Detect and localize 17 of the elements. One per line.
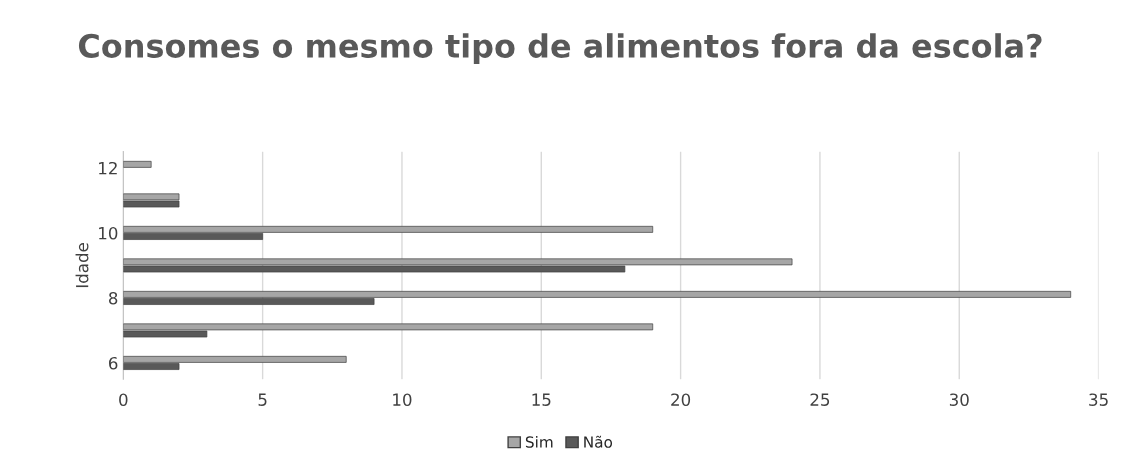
x-tick-label: 5 bbox=[258, 393, 267, 406]
chart-title: Consomes o mesmo tipo de alimentos fora da escola? bbox=[78, 33, 1042, 65]
y-tick-label: 12 bbox=[99, 161, 117, 175]
x-tick-label: 25 bbox=[810, 393, 830, 406]
x-tick-label: 35 bbox=[1089, 393, 1108, 406]
y-tick-label: 6 bbox=[109, 356, 118, 370]
legend-label: Não bbox=[584, 435, 613, 448]
x-tick-label: 15 bbox=[532, 393, 551, 406]
y-tick-label: 10 bbox=[99, 226, 118, 240]
x-tick-label: 30 bbox=[949, 393, 969, 406]
y-tick-label: 8 bbox=[108, 291, 118, 305]
bar bbox=[123, 160, 152, 168]
x-tick-label: 0 bbox=[119, 393, 128, 406]
x-tick-label: 10 bbox=[393, 393, 412, 406]
legend-label: Sim bbox=[525, 435, 553, 448]
x-tick-label: 20 bbox=[671, 393, 691, 406]
y-axis-title: Idade bbox=[75, 243, 89, 288]
